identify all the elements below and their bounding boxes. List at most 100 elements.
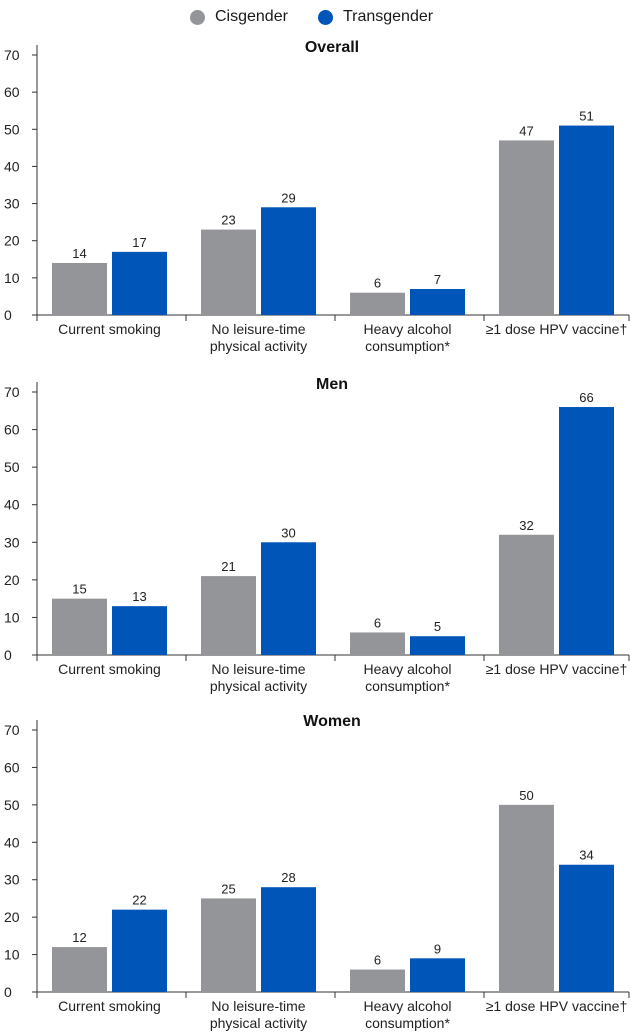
bar-cisgender bbox=[52, 598, 107, 655]
legend-item-transgender: Transgender bbox=[317, 8, 434, 26]
bar-value-label: 32 bbox=[519, 518, 533, 533]
category-label: Current smoking bbox=[58, 321, 161, 337]
y-tick-label: 0 bbox=[4, 984, 12, 1000]
y-tick-label: 60 bbox=[4, 422, 20, 438]
bar-value-label: 14 bbox=[72, 246, 86, 261]
y-tick-label: 30 bbox=[4, 196, 20, 212]
bar-value-label: 50 bbox=[519, 788, 533, 803]
legend: Cisgender Transgender bbox=[190, 6, 463, 28]
panel-title: Women bbox=[303, 713, 360, 730]
y-tick-label: 0 bbox=[4, 307, 12, 323]
category-label: physical activity bbox=[210, 678, 307, 694]
y-tick-label: 40 bbox=[4, 497, 20, 513]
y-tick-label: 70 bbox=[4, 384, 20, 400]
bar-value-label: 9 bbox=[434, 941, 441, 956]
bar-transgender bbox=[261, 542, 316, 655]
category-label: consumption* bbox=[365, 1015, 450, 1031]
bar-transgender bbox=[559, 864, 614, 992]
transgender-swatch-icon bbox=[317, 9, 333, 25]
bar-value-label: 30 bbox=[281, 525, 295, 540]
bar-transgender bbox=[261, 207, 316, 315]
bar-value-label: 51 bbox=[579, 109, 593, 124]
category-label: No leisure-time bbox=[211, 998, 305, 1014]
category-label: Heavy alcohol bbox=[364, 661, 452, 677]
y-tick-label: 70 bbox=[4, 47, 20, 63]
bar-value-label: 6 bbox=[374, 276, 381, 291]
category-label: ≥1 dose HPV vaccine† bbox=[486, 321, 628, 337]
y-tick-label: 60 bbox=[4, 84, 20, 100]
y-tick-label: 50 bbox=[4, 797, 20, 813]
bar-cisgender bbox=[499, 804, 554, 992]
y-tick-label: 30 bbox=[4, 872, 20, 888]
bar-cisgender bbox=[201, 576, 256, 655]
bar-value-label: 28 bbox=[281, 870, 295, 885]
bar-transgender bbox=[112, 606, 167, 655]
bar-value-label: 29 bbox=[281, 190, 295, 205]
cisgender-swatch-icon bbox=[190, 9, 205, 25]
y-tick-label: 50 bbox=[4, 121, 20, 137]
y-tick-label: 20 bbox=[4, 233, 20, 249]
chart-panel-women: Women 0 10 20 30 40 50 60 70 12 22 Current smoking 2… bbox=[4, 713, 630, 1031]
bar-value-label: 5 bbox=[434, 619, 441, 634]
bar-value-label: 22 bbox=[132, 893, 146, 908]
y-tick-label: 10 bbox=[4, 270, 20, 286]
bar-transgender bbox=[112, 909, 167, 992]
y-tick-label: 0 bbox=[4, 647, 12, 663]
legend-label-transgender: Transgender bbox=[342, 8, 434, 25]
bar-value-label: 13 bbox=[132, 589, 146, 604]
bar-cisgender bbox=[52, 947, 107, 992]
bar-transgender bbox=[410, 289, 465, 315]
category-label: physical activity bbox=[210, 1015, 307, 1031]
bar-cisgender bbox=[499, 140, 554, 315]
bar-value-label: 7 bbox=[434, 272, 441, 287]
bar-cisgender bbox=[201, 898, 256, 992]
panel-title: Overall bbox=[305, 39, 359, 56]
bar-transgender bbox=[559, 125, 614, 315]
y-tick-label: 40 bbox=[4, 158, 20, 174]
y-tick-label: 50 bbox=[4, 459, 20, 475]
category-label: Current smoking bbox=[58, 998, 161, 1014]
bar-cisgender bbox=[201, 229, 256, 315]
bar-value-label: 66 bbox=[579, 390, 593, 405]
chart-panel-men: Men 0 10 20 30 40 50 60 70 15 13 Current smoking 21 3… bbox=[4, 376, 630, 694]
bar-transgender bbox=[112, 251, 167, 315]
bar-cisgender bbox=[499, 534, 554, 655]
y-tick-label: 30 bbox=[4, 534, 20, 550]
category-label: ≥1 dose HPV vaccine† bbox=[486, 661, 628, 677]
y-tick-label: 60 bbox=[4, 759, 20, 775]
y-tick-label: 10 bbox=[4, 947, 20, 963]
category-label: ≥1 dose HPV vaccine† bbox=[486, 998, 628, 1014]
y-tick-label: 20 bbox=[4, 909, 20, 925]
category-label: Heavy alcohol bbox=[364, 998, 452, 1014]
bar-cisgender bbox=[350, 632, 405, 655]
category-label: physical activity bbox=[210, 338, 307, 354]
category-label: consumption* bbox=[365, 678, 450, 694]
panel-title: Men bbox=[316, 376, 348, 393]
y-tick-label: 40 bbox=[4, 834, 20, 850]
bar-transgender bbox=[261, 887, 316, 992]
bar-transgender bbox=[410, 958, 465, 992]
category-label: Current smoking bbox=[58, 661, 161, 677]
bar-value-label: 23 bbox=[221, 213, 235, 228]
bar-value-label: 34 bbox=[579, 848, 593, 863]
bar-value-label: 12 bbox=[72, 930, 86, 945]
y-tick-label: 20 bbox=[4, 572, 20, 588]
bar-value-label: 25 bbox=[221, 881, 235, 896]
bar-value-label: 21 bbox=[221, 559, 235, 574]
bar-value-label: 6 bbox=[374, 953, 381, 968]
category-label: No leisure-time bbox=[211, 321, 305, 337]
category-label: No leisure-time bbox=[211, 661, 305, 677]
legend-label-cisgender: Cisgender bbox=[215, 8, 288, 25]
chart-panel-overall: Overall 0 10 20 30 40 50 60 70 14 17 Current smokin… bbox=[4, 39, 630, 354]
category-label: consumption* bbox=[365, 338, 450, 354]
y-tick-label: 10 bbox=[4, 609, 20, 625]
category-label: Heavy alcohol bbox=[364, 321, 452, 337]
bar-cisgender bbox=[52, 263, 107, 315]
bar-transgender bbox=[559, 407, 614, 655]
bar-value-label: 15 bbox=[72, 582, 86, 597]
bar-cisgender bbox=[350, 292, 405, 315]
bar-cisgender bbox=[350, 969, 405, 992]
bar-value-label: 6 bbox=[374, 615, 381, 630]
y-tick-label: 70 bbox=[4, 722, 20, 738]
